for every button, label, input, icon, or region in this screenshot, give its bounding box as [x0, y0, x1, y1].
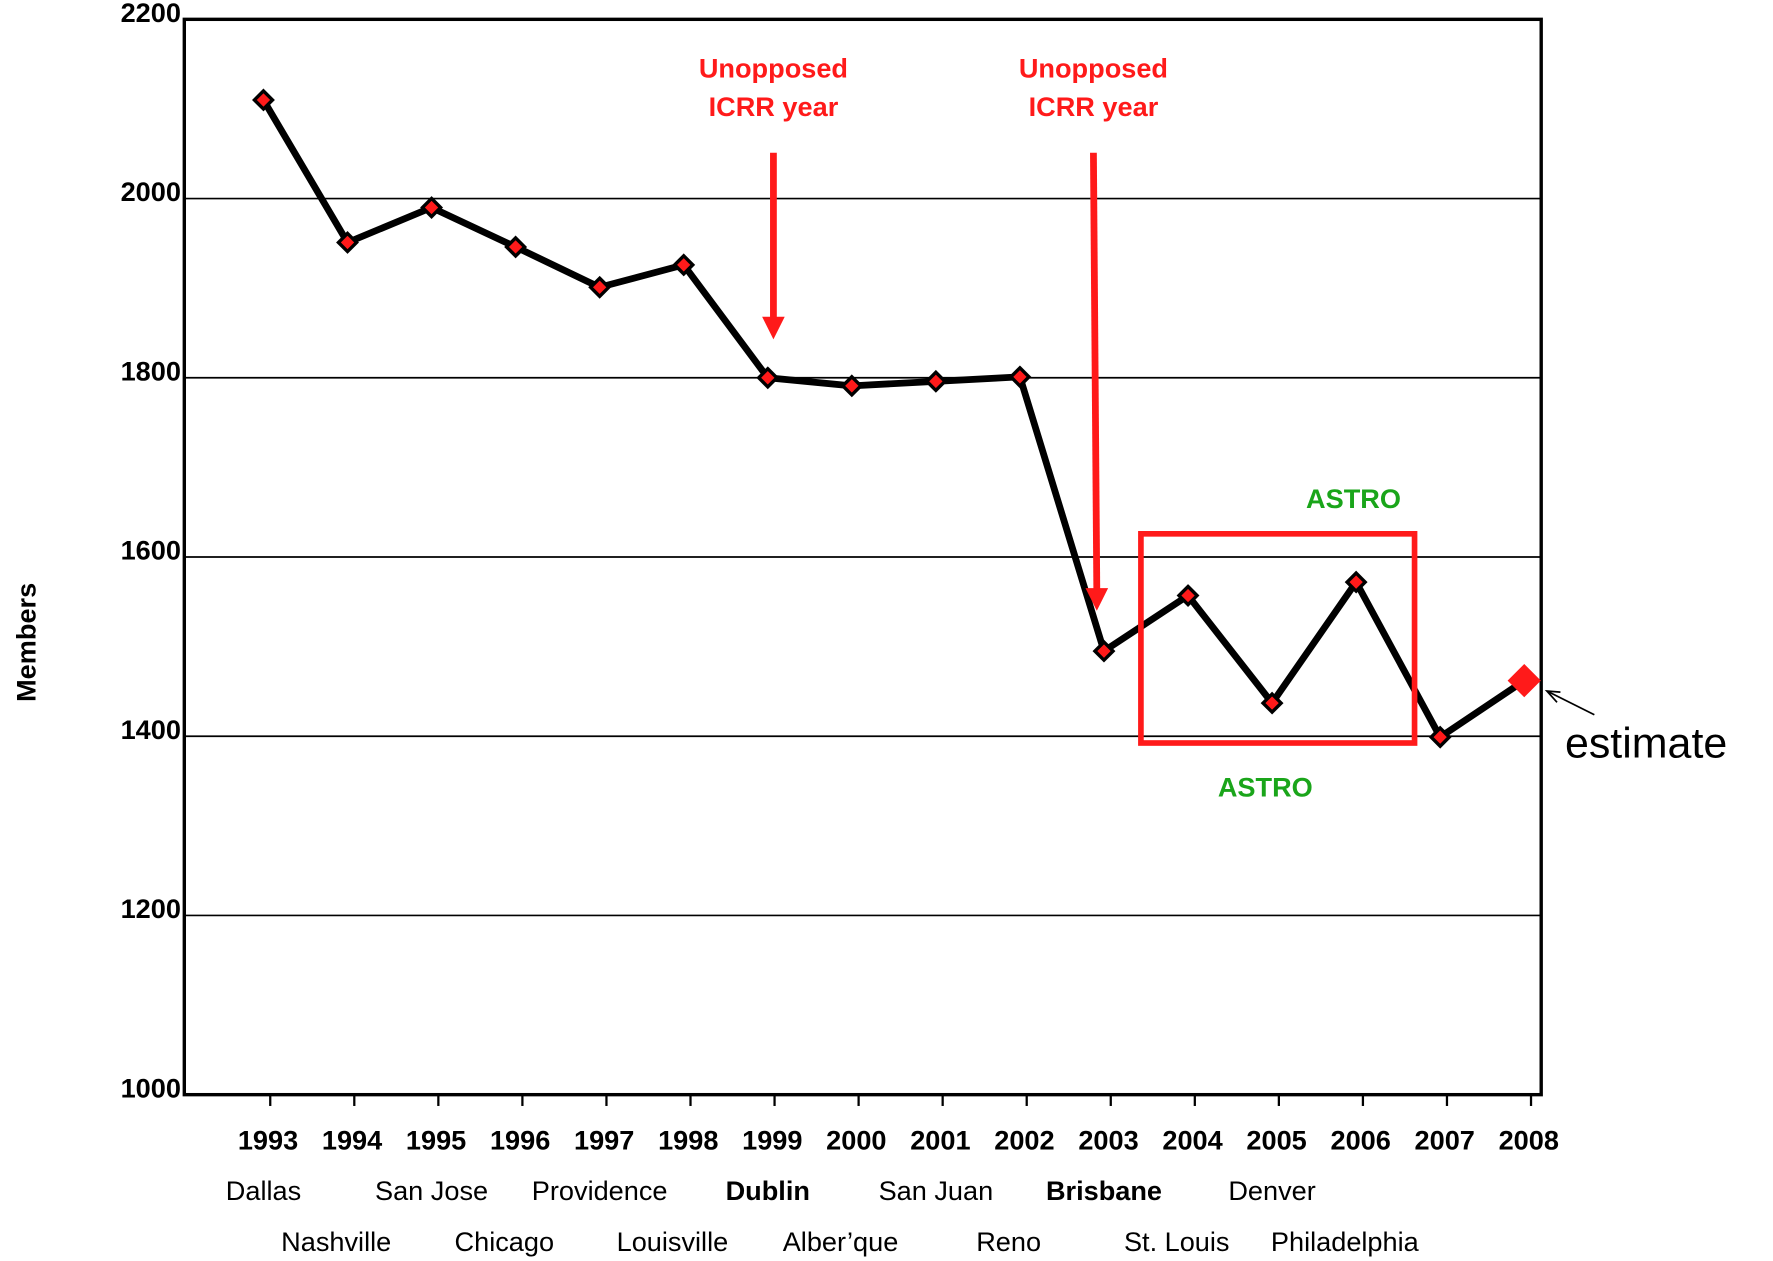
- point-marker: [924, 369, 948, 393]
- annotation-text: Unopposed: [1019, 52, 1168, 83]
- point-marker: [1008, 365, 1032, 389]
- y-tick-label: 2000: [121, 176, 181, 207]
- y-tick-label: 1400: [121, 714, 181, 745]
- annotation-text: ICRR year: [1029, 91, 1159, 122]
- estimate-pointer: [1548, 691, 1595, 716]
- x-tick-label: 2002: [994, 1124, 1054, 1155]
- point-marker: [1507, 664, 1541, 698]
- venue-label: Reno: [976, 1226, 1041, 1257]
- venue-label: St. Louis: [1124, 1226, 1230, 1257]
- venue-label: Louisville: [617, 1226, 729, 1257]
- y-tick-label: 2200: [121, 0, 181, 28]
- venue-label: San Juan: [879, 1175, 994, 1206]
- x-tick-label: 1997: [574, 1124, 634, 1155]
- venue-label: Providence: [532, 1175, 668, 1206]
- y-axis-label: Members: [10, 583, 41, 702]
- x-tick-label: 1993: [238, 1124, 298, 1155]
- arrow-head: [762, 316, 785, 340]
- x-tick-label: 2008: [1499, 1124, 1559, 1155]
- venue-label: San Jose: [375, 1175, 488, 1206]
- x-tick-label: 1996: [490, 1124, 550, 1155]
- point-marker: [1092, 639, 1116, 663]
- x-tick-label: 2007: [1415, 1124, 1475, 1155]
- venue-label: Alber’que: [783, 1226, 899, 1257]
- astro-label: ASTRO: [1306, 483, 1401, 514]
- point-marker: [252, 88, 275, 112]
- x-tick-label: 2003: [1078, 1124, 1138, 1155]
- x-tick-label: 2006: [1330, 1124, 1390, 1155]
- x-tick-label: 1994: [322, 1124, 382, 1155]
- highlight-box: [1138, 530, 1418, 746]
- y-tick-label: 1000: [121, 1072, 181, 1103]
- series-line: [260, 98, 1527, 741]
- point-marker: [1260, 691, 1284, 715]
- point-marker: [588, 275, 612, 299]
- venue-label: Nashville: [281, 1226, 391, 1257]
- annotation-text: Unopposed: [699, 52, 848, 83]
- x-tick-label: 1998: [658, 1124, 718, 1155]
- point-marker: [504, 235, 528, 259]
- x-tick-label: 2000: [826, 1124, 886, 1155]
- point-marker: [756, 366, 780, 390]
- venue-label: Denver: [1228, 1175, 1315, 1206]
- point-marker: [1176, 584, 1200, 607]
- estimate-label: estimate: [1565, 720, 1727, 768]
- point-marker: [840, 374, 864, 398]
- x-tick-label: 2001: [910, 1124, 970, 1155]
- annotation-text: ICRR year: [709, 91, 839, 122]
- plot-frame: [182, 17, 1543, 1097]
- venue-label: Chicago: [455, 1226, 555, 1257]
- venue-label: Brisbane: [1046, 1175, 1162, 1206]
- point-marker: [1344, 570, 1368, 594]
- x-tick-label: 1995: [406, 1124, 466, 1155]
- x-tick-label: 2005: [1246, 1124, 1306, 1155]
- y-tick-label: 1800: [121, 355, 181, 386]
- y-tick-label: 1600: [121, 535, 181, 566]
- x-tick-label: 2004: [1162, 1124, 1222, 1155]
- x-tick-label: 1999: [742, 1124, 802, 1155]
- point-marker: [1428, 725, 1452, 749]
- venue-label: Dallas: [226, 1175, 301, 1206]
- y-tick-label: 1200: [121, 893, 181, 924]
- point-marker: [420, 196, 444, 219]
- point-marker: [672, 253, 696, 277]
- point-marker: [336, 231, 359, 254]
- venue-label: Philadelphia: [1271, 1226, 1420, 1257]
- venue-label: Dublin: [726, 1175, 810, 1206]
- arrow-shaft: [1090, 152, 1101, 593]
- estimate-pointer-head: [1544, 689, 1561, 703]
- astro-label: ASTRO: [1218, 772, 1313, 803]
- arrow-head: [1085, 588, 1109, 611]
